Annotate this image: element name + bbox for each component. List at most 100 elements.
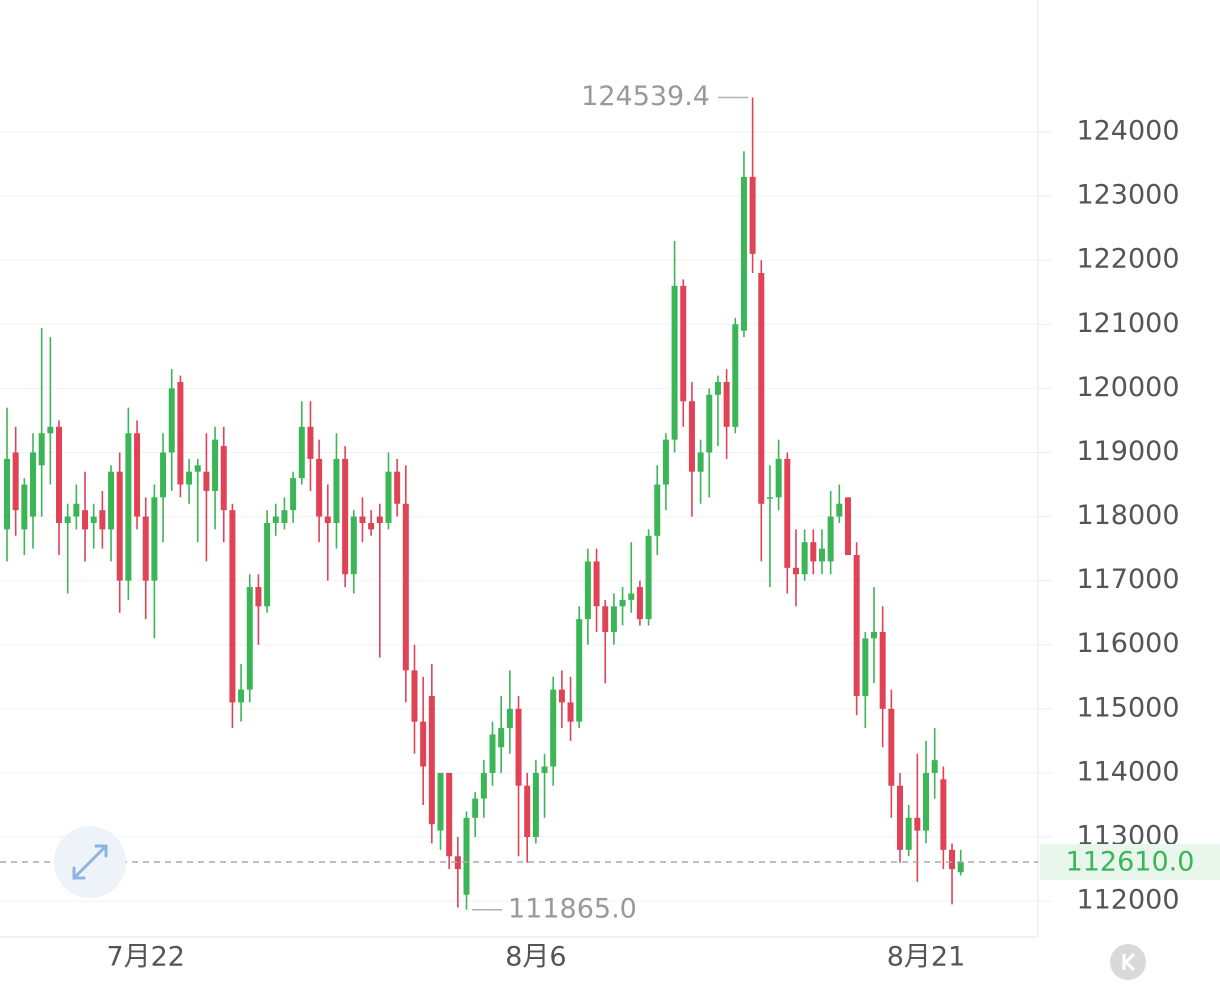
candle-body: [949, 849, 956, 870]
candle-body: [151, 497, 158, 581]
scroll-button[interactable]: [1110, 944, 1146, 980]
high-marker-label: 124539.4: [581, 81, 710, 112]
candle-body: [593, 561, 600, 607]
candle-body: [134, 433, 141, 517]
candle-body: [957, 862, 964, 873]
y-tick-label: 117000: [1076, 564, 1179, 595]
candle-body: [558, 689, 565, 703]
candle-body: [281, 510, 288, 523]
candle-body: [298, 426, 305, 479]
candle-body: [584, 561, 591, 620]
candle-body: [99, 510, 106, 530]
candle-body: [420, 721, 427, 767]
candle-body: [125, 433, 132, 581]
candle-body: [142, 516, 149, 581]
candle-body: [610, 606, 617, 632]
candle-body: [246, 587, 253, 690]
candle-body: [82, 510, 89, 530]
y-tick-label: 115000: [1076, 692, 1179, 723]
candle-body: [662, 439, 669, 485]
candle-body: [30, 452, 37, 517]
candle-body: [818, 548, 825, 562]
candle-body: [844, 497, 851, 556]
candle-body: [402, 503, 409, 671]
candle-body: [238, 689, 245, 703]
candle-body: [532, 772, 539, 838]
candle-body: [541, 766, 548, 773]
candle-body: [229, 510, 236, 703]
candle-body: [272, 516, 279, 523]
y-tick-label: 116000: [1076, 628, 1179, 659]
expand-button[interactable]: [54, 826, 126, 898]
candle-body: [428, 696, 435, 825]
candle-body: [879, 631, 886, 709]
candle-body: [897, 785, 904, 850]
candle-body: [931, 760, 938, 773]
candle-body: [480, 772, 487, 799]
y-tick-label: 114000: [1076, 756, 1179, 787]
candle-body: [940, 779, 947, 850]
candle-body: [203, 471, 210, 491]
candle-body: [56, 426, 63, 523]
candle-body: [758, 273, 765, 504]
candle-body: [21, 484, 28, 530]
candle-body: [264, 522, 271, 607]
candle-body: [654, 484, 661, 536]
candle-body: [324, 516, 331, 523]
candle-body: [64, 516, 71, 523]
candle-body: [90, 516, 97, 523]
y-tick-label: 124000: [1076, 116, 1179, 147]
candle-body: [498, 728, 505, 748]
low-marker-label: 111865.0: [508, 893, 637, 924]
candle-body: [688, 401, 695, 472]
x-tick-label: 8月6: [505, 942, 566, 973]
candle-body: [515, 708, 522, 786]
candle-body: [888, 708, 895, 786]
x-tick-label: 7月22: [106, 942, 185, 973]
candle-body: [524, 785, 531, 838]
candle-body: [307, 426, 314, 459]
candle-body: [316, 458, 323, 517]
candle-body: [463, 817, 470, 895]
candle-body: [368, 522, 375, 530]
candle-body: [775, 458, 782, 498]
candle-body: [732, 324, 739, 427]
candle-body: [723, 381, 730, 427]
candle-body: [194, 465, 201, 472]
y-tick-label: 123000: [1076, 180, 1179, 211]
y-tick-label: 122000: [1076, 244, 1179, 275]
expand-icon: [72, 844, 108, 880]
candle-body: [212, 439, 219, 491]
candle-body: [636, 587, 643, 620]
candle-body: [550, 689, 557, 767]
candle-body: [108, 471, 115, 530]
candle-body: [697, 452, 704, 472]
candle-body: [359, 516, 366, 523]
candle-body: [12, 452, 19, 511]
y-tick-label: 121000: [1076, 308, 1179, 339]
candle-body: [628, 593, 635, 600]
candle-body: [923, 772, 930, 831]
candle-body: [714, 381, 721, 395]
y-tick-label: 120000: [1076, 372, 1179, 403]
candle-body: [602, 606, 609, 632]
candle-body: [38, 433, 45, 466]
candle-body: [784, 458, 791, 568]
candle-body: [567, 702, 574, 722]
candle-body: [333, 458, 340, 523]
candle-body: [186, 471, 193, 485]
candle-body: [905, 817, 912, 850]
candle-body: [506, 708, 513, 729]
candle-body: [342, 458, 349, 575]
candle-body: [47, 426, 54, 434]
candle-body: [350, 516, 357, 575]
candle-body: [853, 555, 860, 697]
candle-body: [792, 567, 799, 575]
candle-body: [914, 817, 921, 831]
price-label-bg: [1040, 844, 1220, 881]
candle-body: [576, 619, 583, 722]
candle-body: [836, 503, 843, 517]
candle-body: [619, 599, 626, 607]
candle-body: [454, 856, 461, 870]
